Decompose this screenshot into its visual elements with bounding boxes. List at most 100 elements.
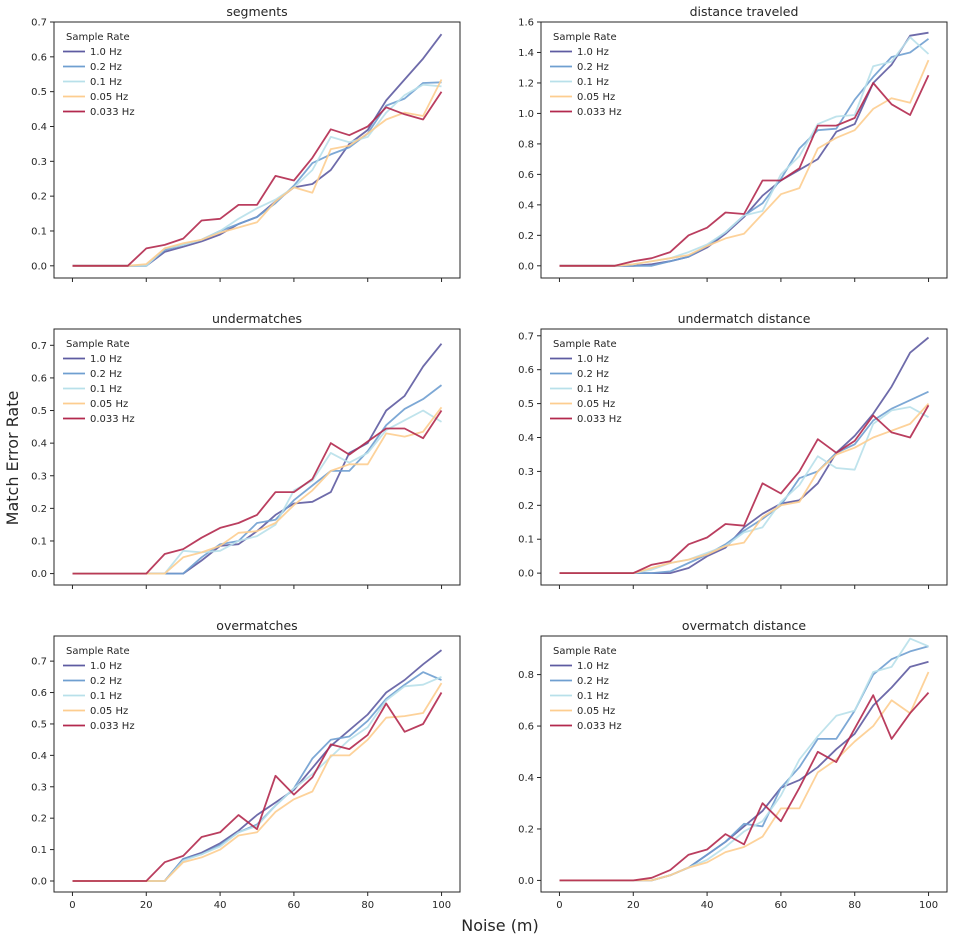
- legend-entry: 0.2 Hz: [577, 676, 609, 687]
- x-tick-label: 100: [919, 900, 938, 911]
- y-tick-label: 0.6: [518, 365, 534, 376]
- legend-title: Sample Rate: [66, 32, 130, 43]
- y-tick-label: 0.7: [31, 341, 47, 352]
- y-tick-label: 0.0: [31, 261, 47, 272]
- chart-title: distance traveled: [690, 4, 799, 19]
- series-line-0-033-hz: [559, 692, 930, 882]
- y-tick-label: 0.2: [31, 814, 47, 825]
- legend-entry: 0.033 Hz: [577, 107, 622, 118]
- y-axis-label: Match Error Rate: [3, 391, 22, 526]
- y-tick-label: 0.5: [31, 406, 47, 417]
- legend-entry: 0.2 Hz: [90, 62, 122, 73]
- y-tick-label: 0.4: [31, 122, 47, 133]
- series-line-0-033-hz: [559, 74, 930, 267]
- legend-entry: 0.033 Hz: [577, 721, 622, 732]
- legend-entry: 0.1 Hz: [90, 77, 122, 88]
- y-tick-label: 0.6: [518, 722, 534, 733]
- chart-title: undermatch distance: [678, 311, 811, 326]
- series-line-0-033-hz: [559, 404, 930, 574]
- legend-entry: 0.1 Hz: [577, 691, 609, 702]
- series-line-0-033-hz: [72, 91, 443, 267]
- legend-entry: 0.1 Hz: [90, 691, 122, 702]
- x-axis-label: Noise (m): [461, 916, 539, 935]
- chart-panel-2: distance traveled 0.0 0.2 0.4 0.6 0.8 1.0 1.2 1.…: [518, 4, 948, 282]
- y-tick-label: 0.0: [518, 261, 534, 272]
- x-tick-label: 40: [214, 900, 227, 911]
- y-tick-label: 0.3: [31, 157, 47, 168]
- chart-panel-5: overmatches 0.0 0.1 0.2 0.3 0.4 0.5 0.6 0.7 0 20 40…: [31, 618, 461, 911]
- y-tick-label: 0.0: [518, 876, 534, 887]
- legend-entry: 0.1 Hz: [577, 77, 609, 88]
- legend-entry: 0.05 Hz: [577, 399, 615, 410]
- y-tick-label: 0.8: [518, 139, 534, 150]
- y-tick-label: 1.4: [518, 48, 534, 59]
- chart-title: undermatches: [212, 311, 302, 326]
- y-tick-label: 0.8: [518, 670, 534, 681]
- legend-entry: 0.033 Hz: [90, 107, 135, 118]
- y-tick-label: 0.5: [31, 719, 47, 730]
- x-tick-label: 0: [556, 900, 562, 911]
- y-tick-label: 0.4: [518, 773, 534, 784]
- x-tick-label: 40: [701, 900, 714, 911]
- legend-entry: 0.2 Hz: [577, 369, 609, 380]
- chart-panel-1: segments 0.0 0.1 0.2 0.3 0.4 0.5 0.6 0.7 Sample R…: [31, 4, 461, 282]
- y-tick-label: 0.4: [31, 439, 47, 450]
- x-tick-label: 60: [775, 900, 788, 911]
- y-tick-label: 1.0: [518, 109, 534, 120]
- series-line-1-0-hz: [559, 336, 930, 574]
- legend: Sample Rate 1.0 Hz 0.2 Hz 0.1 Hz 0.05 Hz 0.03…: [550, 339, 622, 425]
- series-line-0-1-hz: [559, 36, 930, 267]
- legend-entry: 0.2 Hz: [577, 62, 609, 73]
- y-tick-label: 0.3: [31, 471, 47, 482]
- series-line-1-0-hz: [72, 33, 443, 267]
- y-tick-label: 0.1: [31, 536, 47, 547]
- y-tick-label: 0.6: [31, 373, 47, 384]
- series-line-0-05-hz: [559, 59, 930, 267]
- legend-entry: 0.05 Hz: [90, 399, 128, 410]
- axes-frame: [53, 635, 461, 893]
- x-tick-label: 100: [432, 900, 451, 911]
- legend: Sample Rate 1.0 Hz 0.2 Hz 0.1 Hz 0.05 Hz 0.03…: [63, 32, 135, 118]
- legend-entry: 0.033 Hz: [577, 414, 622, 425]
- y-tick-label: 1.2: [518, 78, 534, 89]
- y-tick-label: 0.4: [518, 433, 534, 444]
- y-tick-label: 0.2: [31, 504, 47, 515]
- y-tick-label: 0.2: [518, 824, 534, 835]
- legend-entry: 0.05 Hz: [577, 706, 615, 717]
- series-line-1-0-hz: [72, 343, 443, 575]
- y-tick-label: 0.6: [31, 52, 47, 63]
- x-tick-label: 60: [288, 900, 301, 911]
- y-tick-label: 0.6: [31, 688, 47, 699]
- y-tick-label: 1.6: [518, 18, 534, 29]
- x-tick-label: 20: [627, 900, 640, 911]
- chart-panel-6: overmatch distance 0.0 0.2 0.4 0.6 0.8 0 20 40 60…: [518, 618, 948, 911]
- x-tick-label: 0: [69, 900, 75, 911]
- legend: Sample Rate 1.0 Hz 0.2 Hz 0.1 Hz 0.05 Hz 0.03…: [63, 646, 135, 732]
- axes-frame: [53, 328, 461, 586]
- legend-entry: 0.033 Hz: [90, 414, 135, 425]
- axes-frame: [540, 21, 948, 279]
- legend: Sample Rate 1.0 Hz 0.2 Hz 0.1 Hz 0.05 Hz 0.03…: [63, 339, 135, 425]
- series-line-0-033-hz: [72, 410, 443, 575]
- legend-title: Sample Rate: [553, 339, 617, 350]
- legend-entry: 1.0 Hz: [90, 661, 122, 672]
- y-tick-label: 0.1: [31, 226, 47, 237]
- series-line-0-033-hz: [72, 692, 443, 882]
- legend: Sample Rate 1.0 Hz 0.2 Hz 0.1 Hz 0.05 Hz 0.03…: [550, 32, 622, 118]
- y-tick-label: 0.7: [31, 18, 47, 29]
- chart-panel-3: undermatches 0.0 0.1 0.2 0.3 0.4 0.5 0.6 0.7 Samp…: [31, 311, 461, 589]
- y-tick-label: 0.0: [518, 569, 534, 580]
- y-tick-label: 0.1: [518, 535, 534, 546]
- y-tick-label: 0.1: [31, 845, 47, 856]
- y-tick-label: 0.4: [31, 751, 47, 762]
- legend-entry: 0.2 Hz: [90, 369, 122, 380]
- legend-entry: 0.1 Hz: [90, 384, 122, 395]
- legend-entry: 0.05 Hz: [90, 706, 128, 717]
- series-line-0-05-hz: [559, 402, 930, 574]
- series-line-0-05-hz: [72, 406, 443, 575]
- y-tick-label: 0.7: [31, 657, 47, 668]
- legend-entry: 1.0 Hz: [577, 47, 609, 58]
- y-tick-label: 0.2: [518, 501, 534, 512]
- legend-title: Sample Rate: [66, 339, 130, 350]
